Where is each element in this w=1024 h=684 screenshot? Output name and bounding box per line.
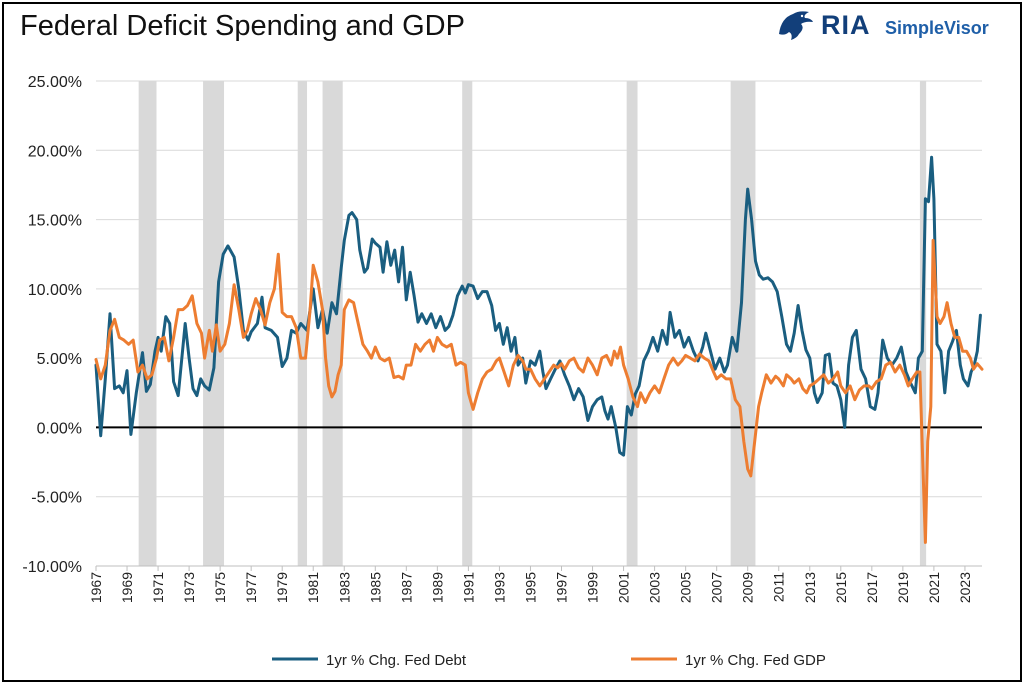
x-tick-label: 2003 (647, 572, 663, 603)
chart-title: Federal Deficit Spending and GDP (20, 10, 465, 42)
recession-band (462, 81, 473, 566)
y-tick-label: -5.00% (31, 490, 82, 507)
x-tick-label: 1989 (429, 572, 445, 603)
x-tick-label: 2023 (957, 572, 973, 603)
y-tick-label: 20.00% (28, 143, 82, 160)
x-tick-label: 2009 (740, 572, 756, 603)
x-tick-label: 1997 (553, 572, 569, 603)
recession-band (203, 81, 225, 566)
x-tick-label: 1969 (119, 572, 135, 603)
eagle-logo-icon (779, 11, 813, 41)
y-tick-label: 5.00% (37, 351, 82, 368)
recession-band (138, 81, 157, 566)
x-tick-label: 2011 (771, 572, 787, 602)
x-tick-label: 1979 (274, 572, 290, 603)
logo-subtext: SimpleVisor (885, 18, 989, 38)
x-tick-label: 1999 (585, 572, 601, 603)
y-tick-label: 25.00% (28, 74, 82, 91)
ria-simplevisor-logo: RIA SimpleVisor (775, 8, 1003, 42)
x-tick-label: 1981 (305, 572, 321, 603)
x-tick-label: 2001 (616, 572, 632, 603)
x-tick-label: 1975 (212, 572, 228, 603)
x-tick-label: 1987 (398, 572, 414, 603)
x-tick-label: 2019 (895, 572, 911, 603)
x-tick-label: 1977 (243, 572, 259, 603)
series-line-fed-gdp (94, 238, 984, 544)
x-tick-label: 2013 (802, 572, 818, 603)
y-tick-label: 0.00% (37, 420, 82, 437)
legend-item: 1yr % Chg. Fed GDP (631, 652, 826, 669)
recession-band (626, 81, 638, 566)
x-tick-label: 2021 (926, 572, 942, 603)
x-tick-label: 1967 (88, 572, 104, 603)
x-tick-label: 2007 (709, 572, 725, 603)
series-line-fed-debt (94, 155, 982, 457)
x-tick-label: 2017 (864, 572, 880, 603)
x-tick-label: 1993 (491, 572, 507, 603)
x-tick-label: 1995 (522, 572, 538, 603)
x-tick-label: 1985 (367, 572, 383, 603)
y-tick-label: 10.00% (28, 282, 82, 299)
x-tick-label: 1973 (181, 572, 197, 603)
legend-item: 1yr % Chg. Fed Debt (272, 652, 467, 669)
x-tick-label: 1971 (150, 572, 166, 603)
x-tick-label: 1991 (460, 572, 476, 603)
y-tick-label: 15.00% (28, 213, 82, 230)
recession-band (322, 81, 343, 566)
y-tick-label: -10.00% (22, 559, 82, 576)
legend-label: 1yr % Chg. Fed GDP (685, 652, 826, 669)
legend-label: 1yr % Chg. Fed Debt (326, 652, 467, 669)
x-tick-label: 1983 (336, 572, 352, 603)
recession-band (730, 81, 756, 566)
logo-text: RIA (821, 10, 871, 40)
x-tick-label: 2005 (678, 572, 694, 603)
x-tick-label: 2015 (833, 572, 849, 603)
